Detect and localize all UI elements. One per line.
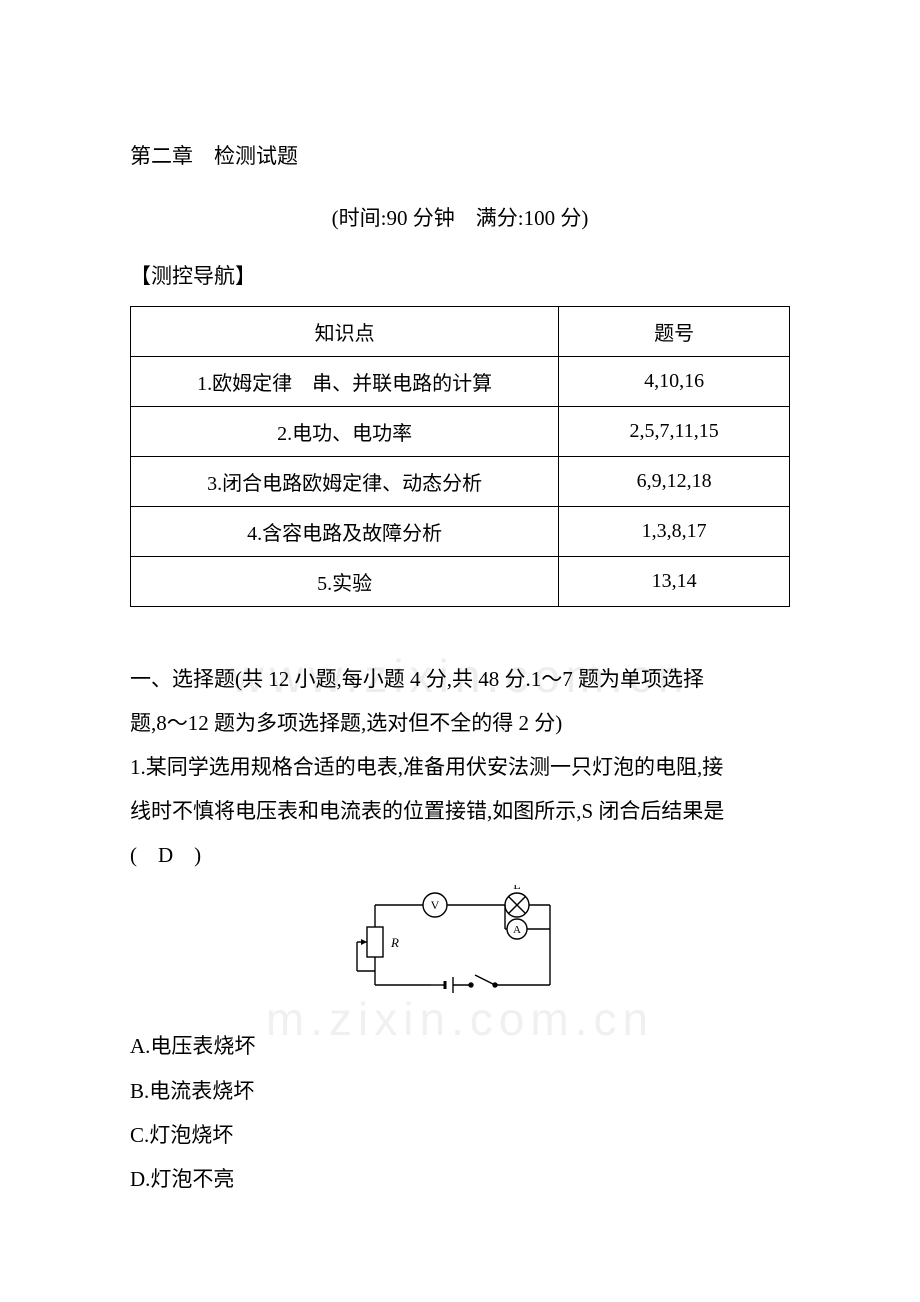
col-header-topic: 知识点: [131, 307, 559, 357]
cell-nums: 13,14: [559, 557, 790, 607]
table-row: 2.电功、电功率 2,5,7,11,15: [131, 407, 790, 457]
cell-nums: 6,9,12,18: [559, 457, 790, 507]
cell-nums: 2,5,7,11,15: [559, 407, 790, 457]
section1-intro-line1: 一、选择题(共 12 小题,每小题 4 分,共 48 分.1～7 题为单项选择: [130, 657, 790, 701]
lamp-label: L: [513, 885, 520, 892]
q1-option-c: C.灯泡烧坏: [130, 1113, 790, 1157]
cell-topic: 5.实验: [131, 557, 559, 607]
cell-topic: 4.含容电路及故障分析: [131, 507, 559, 557]
cell-topic: 3.闭合电路欧姆定律、动态分析: [131, 457, 559, 507]
cell-topic: 1.欧姆定律 串、并联电路的计算: [131, 357, 559, 407]
q1-line3: ( D ): [130, 833, 790, 877]
q1-line2: 线时不慎将电压表和电流表的位置接错,如图所示,S 闭合后结果是: [130, 789, 790, 833]
circuit-diagram: m.zixin.com.cn: [130, 885, 790, 1010]
q1-option-b: B.电流表烧坏: [130, 1069, 790, 1113]
cell-topic: 2.电功、电功率: [131, 407, 559, 457]
table-row: 1.欧姆定律 串、并联电路的计算 4,10,16: [131, 357, 790, 407]
nav-heading: 【测控导航】: [130, 260, 790, 290]
table-row: 4.含容电路及故障分析 1,3,8,17: [131, 507, 790, 557]
resistor-label: R: [390, 935, 399, 950]
circuit-svg: V A R L: [345, 885, 575, 1005]
ammeter-label: A: [513, 924, 521, 936]
section1-intro-line2: 题,8～12 题为多项选择题,选对但不全的得 2 分): [130, 701, 790, 745]
table-row: 3.闭合电路欧姆定律、动态分析 6,9,12,18: [131, 457, 790, 507]
q1-option-d: D.灯泡不亮: [130, 1157, 790, 1201]
chapter-title: 第二章 检测试题: [130, 140, 790, 170]
nav-table: 知识点 题号 1.欧姆定律 串、并联电路的计算 4,10,16 2.电功、电功率…: [130, 306, 790, 607]
table-row: 5.实验 13,14: [131, 557, 790, 607]
cell-nums: 4,10,16: [559, 357, 790, 407]
q1-line1: 1.某同学选用规格合适的电表,准备用伏安法测一只灯泡的电阻,接: [130, 745, 790, 789]
col-header-nums: 题号: [559, 307, 790, 357]
voltmeter-label: V: [431, 898, 440, 912]
q1-option-a: A.电压表烧坏: [130, 1024, 790, 1068]
table-header-row: 知识点 题号: [131, 307, 790, 357]
cell-nums: 1,3,8,17: [559, 507, 790, 557]
exam-time-info: (时间:90 分钟 满分:100 分): [130, 202, 790, 232]
